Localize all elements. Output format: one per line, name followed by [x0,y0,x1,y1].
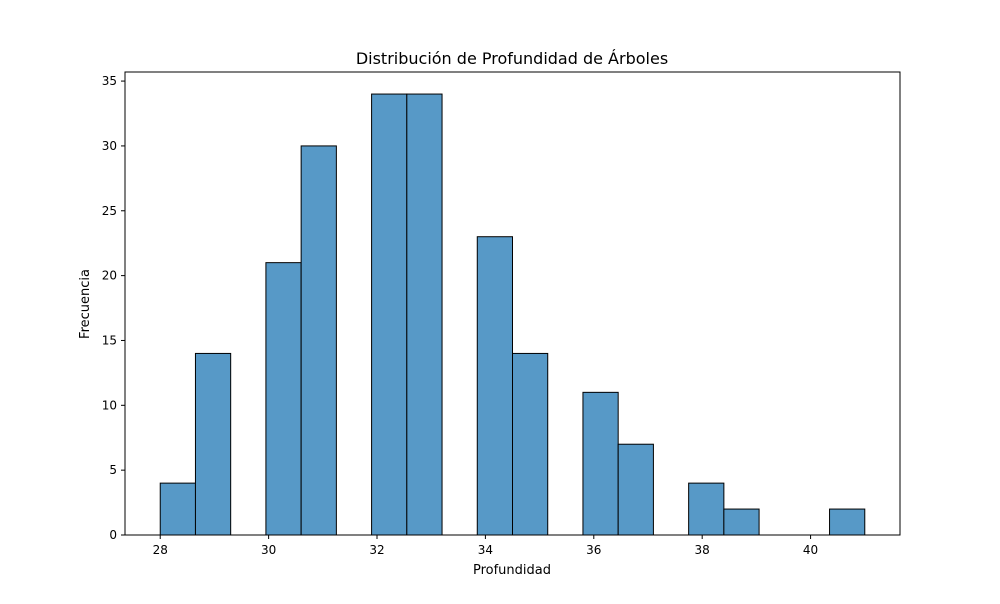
histogram-bar [194,352,232,536]
x-axis-label: Profundidad [473,563,551,578]
histogram-bar [617,443,654,536]
y-tick-label: 20 [102,269,117,283]
histogram-bar [406,93,443,536]
x-tick-label: 34 [478,543,493,557]
y-tick-label: 15 [102,333,117,347]
histogram-bar [159,482,196,536]
x-tick-label: 40 [803,543,818,557]
histogram-bar [265,262,302,536]
x-tick-label: 38 [695,543,710,557]
x-tick-label: 36 [586,543,601,557]
x-tick-label: 32 [369,543,384,557]
y-tick-label: 35 [102,74,117,88]
x-tick-label: 30 [261,543,276,557]
y-tick-label: 30 [102,139,117,153]
y-tick-label: 10 [102,398,117,412]
y-axis-label: Frecuencia [78,269,93,339]
histogram-bar [300,145,337,536]
x-axis-ticks: 28 30 32 34 36 38 40 [153,535,818,557]
histogram-bar [512,352,549,536]
histogram-bar [829,508,866,536]
y-tick-label: 5 [109,463,117,477]
histogram-bar [476,236,513,536]
histogram-bar [723,508,760,536]
bars-group [159,93,866,536]
histogram-bar [582,391,619,536]
plot-frame [124,71,901,536]
chart-title: Distribución de Profundidad de Árboles [356,49,668,68]
y-tick-label: 0 [109,528,117,542]
histogram-bar [688,482,725,536]
histogram-bar [371,93,408,536]
y-axis-ticks: 0 5 10 15 20 25 30 35 [102,74,125,542]
x-tick-label: 28 [153,543,168,557]
y-tick-label: 25 [102,204,117,218]
